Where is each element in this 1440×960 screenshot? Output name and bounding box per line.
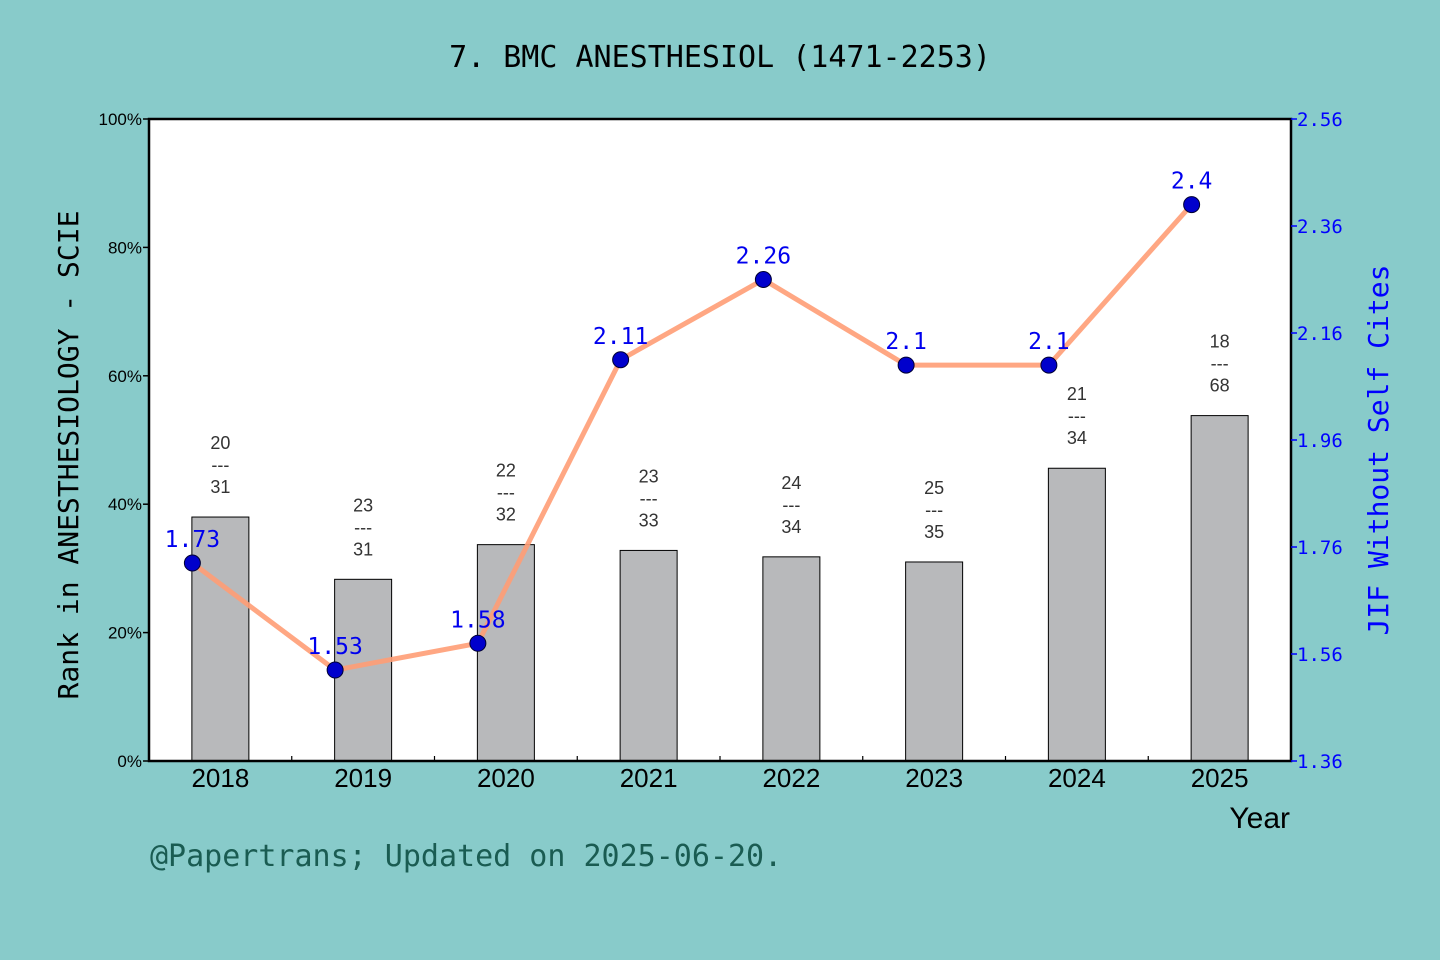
bar-2021 (619, 549, 678, 762)
rank-separator-2025: --- (1211, 354, 1229, 374)
left-tick-label: 20% (108, 624, 142, 643)
x-tick-label-2024: 2024 (1048, 763, 1106, 793)
rank-total-2018: 31 (210, 477, 230, 497)
rank-total-2019: 31 (353, 539, 373, 559)
jif-point-2023 (897, 356, 915, 374)
rank-separator-2020: --- (497, 483, 515, 503)
rank-total-2022: 34 (781, 517, 801, 537)
right-tick-label: 1.56 (1297, 644, 1343, 666)
jif-value-label-2025: 2.4 (1171, 169, 1213, 195)
right-tick-label: 2.36 (1297, 216, 1343, 238)
x-axis-label: Year (1229, 802, 1290, 835)
right-tick-label: 1.76 (1297, 537, 1343, 559)
rank-separator-2021: --- (640, 488, 658, 508)
rank-total-2020: 32 (496, 505, 516, 525)
plot-area (149, 119, 1291, 761)
right-tick-label: 2.16 (1297, 323, 1343, 345)
x-tick-label-2019: 2019 (334, 763, 392, 793)
rank-total-2021: 33 (639, 510, 659, 530)
jif-point-2018 (183, 554, 201, 572)
rank-numerator-2018: 20 (210, 433, 230, 453)
jif-value-label-2019: 1.53 (307, 634, 362, 660)
bar-series (191, 415, 1249, 762)
rank-separator-2024: --- (1068, 406, 1086, 426)
jif-value-label-2018: 1.73 (165, 527, 220, 553)
x-tick-label-2021: 2021 (620, 763, 678, 793)
rank-numerator-2021: 23 (639, 466, 659, 486)
left-tick-label: 0% (117, 752, 142, 771)
rank-numerator-2025: 18 (1210, 332, 1230, 352)
x-tick-label-2025: 2025 (1191, 763, 1249, 793)
rank-labels: 20 --- 31 23 --- 31 22 --- 32 23 --- 33 24 --- 34 25 ---… (210, 332, 1229, 560)
right-tick-label: 2.56 (1297, 109, 1343, 131)
x-tick-label-2023: 2023 (905, 763, 963, 793)
right-axis-label: JIF Without Self Cites (1362, 265, 1395, 636)
jif-value-label-2020: 1.58 (450, 607, 505, 633)
bar-2022 (762, 556, 821, 762)
right-tick-label: 1.96 (1297, 430, 1343, 452)
jif-value-label-2024: 2.1 (1028, 329, 1070, 355)
jif-value-label-2022: 2.26 (736, 244, 791, 270)
right-tick-label: 1.36 (1297, 751, 1343, 773)
bar-2025 (1190, 415, 1249, 762)
x-tick-label-2022: 2022 (762, 763, 820, 793)
x-tick-label-2018: 2018 (191, 763, 249, 793)
rank-total-2024: 34 (1067, 428, 1087, 448)
x-tick-label-2020: 2020 (477, 763, 535, 793)
rank-numerator-2024: 21 (1067, 384, 1087, 404)
right-axis: 1.36 1.56 1.76 1.96 2.16 2.36 2.56 (1291, 109, 1343, 773)
rank-separator-2018: --- (211, 455, 229, 475)
chart-title: 7. BMC ANESTHESIOL (1471-2253) (449, 40, 991, 75)
rank-numerator-2020: 22 (496, 461, 516, 481)
left-tick-label: 60% (108, 367, 142, 386)
left-tick-label: 80% (108, 238, 142, 257)
bar-2020 (476, 544, 535, 762)
footer-credit: @Papertrans; Updated on 2025-06-20. (150, 839, 782, 874)
jif-point-2025 (1183, 196, 1201, 214)
jif-point-2020 (469, 634, 487, 652)
bar-2024 (1047, 467, 1106, 762)
left-axis: 0% 20% 40% 60% 80% 100% (99, 110, 149, 771)
jif-value-label-2023: 2.1 (885, 329, 927, 355)
rank-separator-2023: --- (925, 500, 943, 520)
jif-line (190, 202, 1194, 673)
x-axis: 2018 2019 2020 2021 2022 2023 2024 2025 (191, 756, 1249, 793)
rank-total-2025: 68 (1210, 376, 1230, 396)
left-tick-label: 100% (99, 110, 142, 129)
jif-point-2021 (612, 351, 630, 369)
left-axis-label: Rank in ANESTHESIOLOGY - SCIE (52, 211, 85, 700)
jif-line-series: 1.73 1.53 1.58 2.11 2.26 2.1 2.1 2.4 (165, 169, 1213, 679)
rank-numerator-2023: 25 (924, 478, 944, 498)
jif-point-2019 (326, 661, 344, 679)
jif-point-2022 (754, 271, 772, 288)
rank-separator-2019: --- (354, 517, 372, 537)
jif-point-2024 (1040, 356, 1058, 374)
rank-total-2023: 35 (924, 522, 944, 542)
rank-separator-2022: --- (782, 495, 800, 515)
rank-numerator-2022: 24 (781, 473, 801, 493)
bar-2023 (905, 561, 964, 762)
jif-value-label-2021: 2.11 (593, 324, 648, 350)
left-tick-label: 40% (108, 495, 142, 514)
rank-numerator-2019: 23 (353, 495, 373, 515)
bar-2018 (191, 516, 250, 762)
